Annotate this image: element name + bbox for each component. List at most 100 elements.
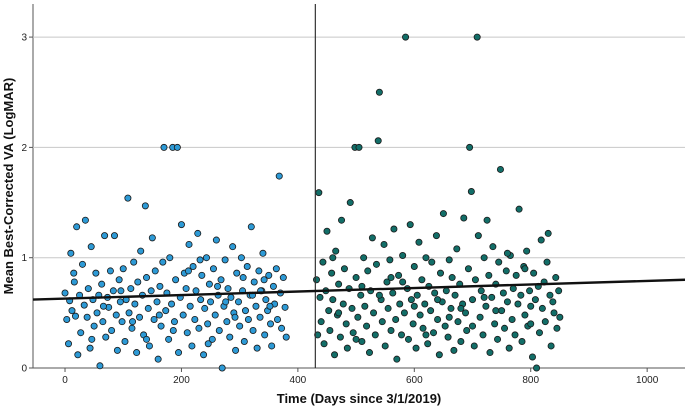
data-point [222, 298, 230, 306]
data-point [155, 311, 163, 319]
data-point [205, 280, 213, 288]
data-point [329, 296, 337, 304]
data-point [386, 256, 394, 264]
data-point [550, 309, 558, 317]
data-point [521, 311, 529, 319]
data-point [469, 322, 477, 330]
data-point [112, 311, 120, 319]
data-point [239, 274, 247, 282]
data-point [77, 329, 85, 337]
data-point [281, 303, 289, 311]
data-point [197, 296, 205, 304]
data-point [196, 256, 204, 264]
data-point [393, 355, 401, 363]
data-point [397, 331, 405, 339]
data-point [90, 322, 98, 330]
data-point [518, 338, 526, 346]
data-point [253, 344, 261, 352]
data-point [342, 320, 350, 328]
data-point [184, 267, 192, 275]
data-point [538, 304, 546, 312]
data-point [402, 33, 410, 41]
data-point [530, 269, 538, 277]
data-point [189, 263, 197, 271]
data-point [390, 225, 398, 233]
data-point [87, 243, 95, 251]
data-point [480, 254, 488, 262]
data-point [364, 267, 372, 275]
data-point [261, 331, 269, 339]
data-point [215, 326, 223, 334]
data-point [380, 240, 388, 248]
data-point [250, 278, 258, 286]
data-point [466, 143, 474, 151]
data-point [157, 322, 165, 330]
data-point [515, 205, 523, 213]
data-point [418, 276, 426, 284]
data-point [84, 285, 92, 293]
data-point [462, 309, 470, 317]
data-point [194, 229, 202, 237]
data-point [435, 351, 443, 359]
data-point [260, 276, 268, 284]
data-point [434, 296, 442, 304]
data-point [372, 260, 380, 268]
data-point [249, 326, 257, 334]
data-point [336, 333, 344, 341]
data-point [457, 304, 465, 312]
data-point [508, 315, 516, 323]
data-point [407, 296, 415, 304]
data-point [360, 254, 368, 262]
data-point [204, 320, 212, 328]
data-point [61, 289, 69, 297]
data-point [121, 338, 129, 346]
data-point [170, 318, 178, 326]
y-tick-label: 1 [21, 253, 27, 264]
data-point [244, 315, 252, 323]
data-point [275, 172, 283, 180]
data-point [479, 331, 487, 339]
data-point [113, 346, 121, 354]
data-point [188, 342, 196, 350]
data-point [151, 267, 159, 275]
data-point [278, 324, 286, 332]
data-point [119, 265, 127, 273]
data-point [512, 271, 520, 279]
data-point [124, 194, 132, 202]
y-axis-title: Mean Best-Corrected VA (LogMAR) [1, 78, 16, 295]
y-tick-label: 3 [21, 33, 27, 44]
data-point [441, 322, 449, 330]
data-point [474, 232, 482, 240]
data-point [204, 340, 212, 348]
data-point [352, 274, 360, 282]
data-point [399, 278, 407, 286]
data-point [531, 296, 539, 304]
data-point [232, 346, 240, 354]
data-point [208, 335, 216, 343]
data-point [383, 278, 391, 286]
data-point [498, 307, 506, 315]
data-point [352, 335, 360, 343]
data-point [259, 249, 267, 257]
data-point [165, 335, 173, 343]
data-point [521, 265, 529, 273]
data-point [130, 258, 138, 266]
overlays [32, 4, 685, 368]
trend-line [32, 278, 685, 301]
data-point [147, 287, 155, 295]
data-point [368, 234, 376, 242]
data-point [477, 287, 485, 295]
data-point [374, 137, 382, 145]
data-point [346, 199, 354, 207]
data-point [422, 254, 430, 262]
data-point [523, 247, 531, 255]
data-point [202, 254, 210, 262]
data-point [240, 338, 248, 346]
data-point [409, 320, 417, 328]
data-point [256, 313, 264, 321]
data-point [495, 258, 503, 266]
data-point [134, 278, 142, 286]
data-point [223, 318, 231, 326]
data-point [108, 326, 116, 334]
